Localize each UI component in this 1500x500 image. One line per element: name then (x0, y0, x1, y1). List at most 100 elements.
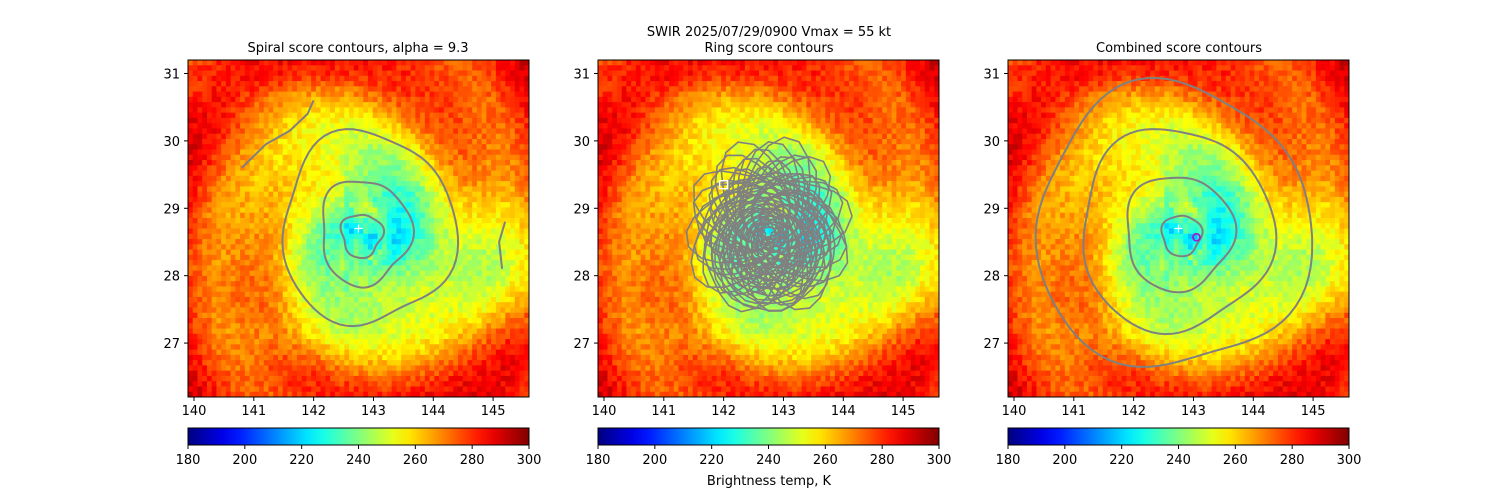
heatmap-cell (495, 160, 502, 166)
heatmap-cell (311, 244, 317, 251)
heatmap-cell (225, 223, 232, 230)
heatmap-cell (244, 86, 251, 93)
heatmap-cell (439, 181, 445, 187)
heatmap-cell (206, 60, 213, 66)
heatmap-cell (476, 296, 483, 303)
heatmap-cell (202, 196, 208, 203)
heatmap-cell (491, 196, 497, 203)
heatmap-cell (202, 307, 208, 314)
heatmap-cell (273, 291, 279, 298)
heatmap-cell (330, 154, 336, 161)
heatmap-cell (886, 60, 893, 66)
heatmap-cell (287, 349, 293, 356)
heatmap-cell (315, 370, 322, 377)
heatmap-cell (225, 165, 232, 172)
heatmap-cell (481, 328, 487, 335)
heatmap-cell (211, 212, 218, 219)
heatmap-cell (453, 365, 459, 372)
heatmap-cell (481, 138, 487, 145)
heatmap-cell (443, 196, 450, 203)
heatmap-cell (188, 375, 194, 382)
heatmap-cell (429, 60, 435, 66)
heatmap-cell (391, 149, 397, 156)
heatmap-cell (292, 196, 298, 203)
heatmap-cell (462, 286, 469, 293)
heatmap-cell (287, 65, 293, 72)
heatmap-cell (320, 154, 326, 161)
heatmap-cell (259, 339, 265, 345)
heatmap-cell (273, 207, 279, 214)
heatmap-cell (453, 181, 459, 187)
heatmap-cell (491, 375, 497, 382)
heatmap-cell (315, 307, 322, 314)
heatmap-cell (206, 244, 213, 251)
heatmap-cell (519, 375, 525, 382)
heatmap-cell (249, 60, 255, 66)
heatmap-cell (197, 91, 203, 98)
heatmap-cell (277, 239, 284, 245)
heatmap-cell (386, 207, 393, 214)
heatmap-cell (263, 254, 270, 261)
colorbar: 180 200 220 240 260 280 300 (176, 427, 541, 468)
heatmap-cell (188, 128, 194, 135)
heatmap-cell (481, 175, 487, 182)
heatmap-cell (235, 254, 241, 261)
heatmap-cell (211, 223, 218, 230)
heatmap-cell (424, 170, 431, 177)
heatmap-cell (363, 349, 369, 356)
heatmap-cell (315, 391, 322, 397)
heatmap-cell (434, 265, 440, 272)
heatmap-cell (230, 107, 236, 114)
heatmap-cell (334, 75, 341, 82)
heatmap-cell (287, 339, 293, 345)
heatmap-cell (453, 360, 459, 367)
heatmap-cell (500, 186, 506, 193)
heatmap-cell (391, 233, 397, 240)
heatmap-cell (263, 70, 270, 77)
heatmap-cell (339, 244, 345, 251)
heatmap-cell (486, 339, 492, 345)
heatmap-cell (216, 123, 222, 130)
heatmap-cell (225, 138, 232, 145)
heatmap-cell (358, 370, 364, 377)
heatmap-cell (292, 318, 298, 324)
heatmap-cell (315, 323, 322, 330)
heatmap-cell (344, 81, 350, 87)
heatmap-cell (244, 333, 251, 340)
heatmap-cell (495, 175, 502, 182)
heatmap-cell (244, 312, 251, 319)
heatmap-cell (481, 207, 487, 214)
heatmap-cell (240, 128, 246, 135)
heatmap-cell (211, 160, 218, 166)
heatmap-cell (315, 175, 322, 182)
heatmap-cell (216, 307, 222, 314)
heatmap-cell (424, 133, 431, 140)
heatmap-cell (221, 291, 227, 298)
heatmap-cell (263, 207, 270, 214)
heatmap-cell (510, 260, 516, 266)
heatmap-cell (306, 60, 312, 66)
heatmap-cell (306, 181, 312, 187)
heatmap-cell (254, 296, 260, 303)
heatmap-cell (244, 244, 251, 251)
heatmap-cell (197, 323, 203, 330)
heatmap-cell (448, 144, 454, 151)
heatmap-cell (249, 102, 255, 108)
heatmap-cell (197, 275, 203, 282)
heatmap-cell (524, 365, 529, 372)
heatmap-cell (524, 386, 529, 393)
heatmap-cell (192, 165, 199, 172)
heatmap-cell (235, 323, 241, 330)
heatmap-cell (486, 318, 492, 324)
heatmap-cell (420, 228, 426, 235)
heatmap-cell (457, 239, 464, 245)
heatmap-cell (334, 307, 341, 314)
heatmap-cell (353, 354, 360, 361)
heatmap-cell (405, 275, 412, 282)
heatmap-cell (259, 370, 265, 377)
heatmap-cell (225, 249, 232, 256)
heatmap-cell (311, 354, 317, 361)
heatmap-cell (434, 112, 440, 119)
heatmap-cell (491, 112, 497, 119)
heatmap-cell (235, 265, 241, 272)
